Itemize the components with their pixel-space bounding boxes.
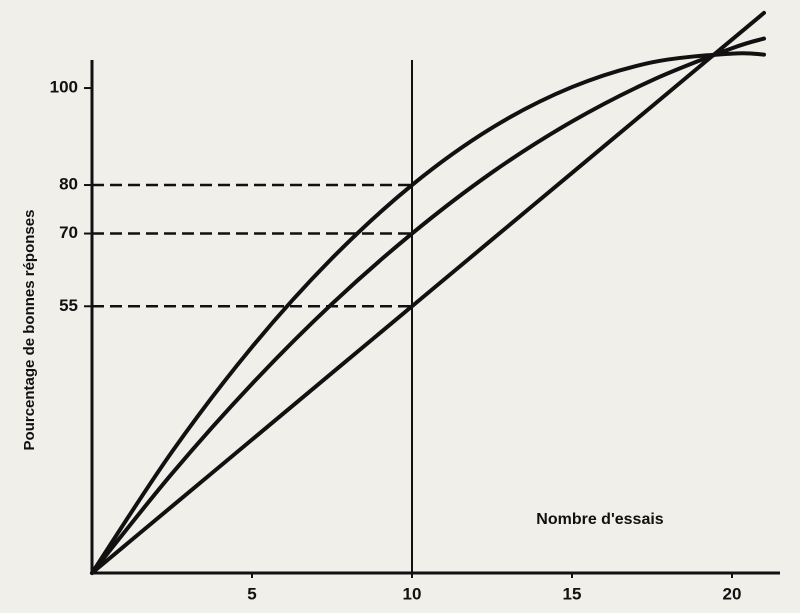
x-axis-label: Nombre d'essais bbox=[536, 511, 664, 528]
y-tick-label: 70 bbox=[59, 223, 78, 242]
curve bbox=[90, 10, 766, 575]
x-tick-label: 5 bbox=[247, 584, 256, 603]
y-axis-label: Pourcentage de bonnes réponses bbox=[21, 210, 38, 451]
x-tick-label: 10 bbox=[403, 584, 422, 603]
curve bbox=[90, 51, 766, 575]
x-tick-label: 20 bbox=[723, 584, 742, 603]
y-tick-label: 55 bbox=[59, 296, 78, 315]
y-tick-label: 100 bbox=[50, 78, 78, 97]
y-tick-label: 80 bbox=[59, 175, 78, 194]
x-tick-label: 15 bbox=[563, 584, 582, 603]
curve bbox=[90, 36, 766, 575]
